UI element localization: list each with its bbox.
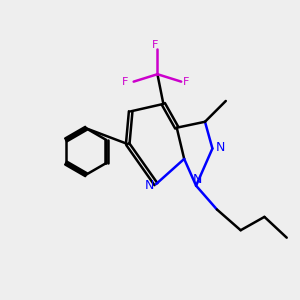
Text: F: F (122, 76, 128, 87)
Text: F: F (183, 76, 190, 87)
Text: F: F (152, 40, 158, 50)
Text: N: N (216, 140, 225, 154)
Text: N: N (193, 173, 202, 186)
Text: N: N (145, 179, 154, 192)
